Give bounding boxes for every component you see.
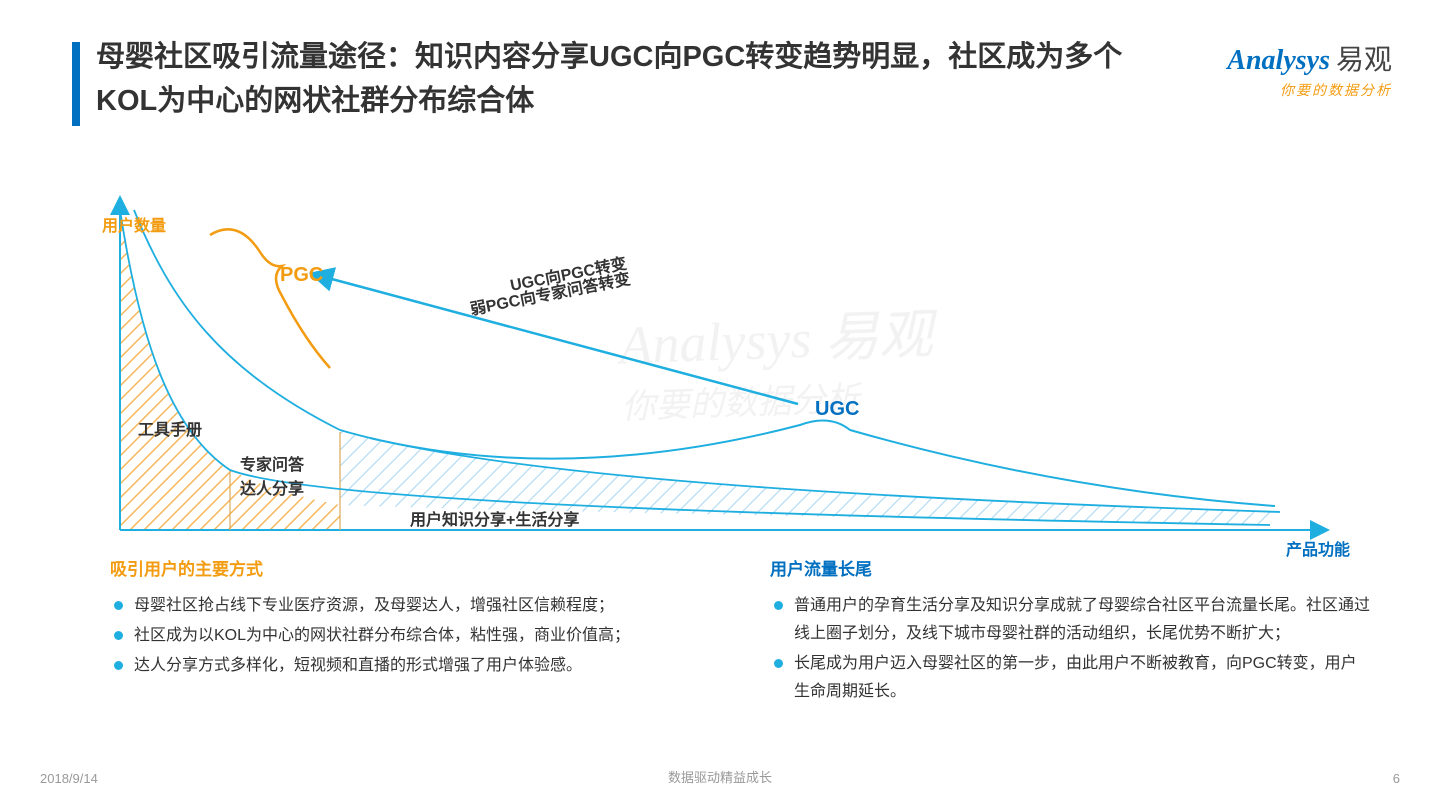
slide-title: 母婴社区吸引流量途径：知识内容分享UGC向PGC转变趋势明显，社区成为多个KOL…	[96, 36, 1160, 123]
list-item: 普通用户的孕育生活分享及知识分享成就了母婴综合社区平台流量长尾。社区通过线上圈子…	[770, 592, 1370, 648]
ugc-label: UGC	[815, 398, 859, 421]
list-item: 社区成为以KOL为中心的网状社群分布综合体，粘性强，商业价值高；	[110, 622, 710, 650]
right-column: 用户流量长尾 普通用户的孕育生活分享及知识分享成就了母婴综合社区平台流量长尾。社…	[770, 555, 1370, 708]
left-column: 吸引用户的主要方式 母婴社区抢占线下专业医疗资源，及母婴达人，增强社区信赖程度；…	[110, 555, 710, 708]
list-item: 母婴社区抢占线下专业医疗资源，及母婴达人，增强社区信赖程度；	[110, 592, 710, 620]
expert-label: 专家问答 达人分享	[240, 454, 304, 502]
right-column-title: 用户流量长尾	[770, 555, 1370, 580]
brand-logo: Analysys易观 你要的数据分析	[1227, 38, 1392, 100]
slide-title-bar: 母婴社区吸引流量途径：知识内容分享UGC向PGC转变趋势明显，社区成为多个KOL…	[72, 36, 1160, 123]
share-label: 用户知识分享+生活分享	[410, 506, 579, 530]
pgc-hatch-region	[120, 210, 230, 530]
text-columns: 吸引用户的主要方式 母婴社区抢占线下专业医疗资源，及母婴达人，增强社区信赖程度；…	[110, 555, 1370, 708]
list-item: 达人分享方式多样化，短视频和直播的形式增强了用户体验感。	[110, 652, 710, 680]
y-axis-label: 用户数量	[102, 212, 166, 236]
footer-date: 2018/9/14	[40, 771, 98, 786]
logo-tagline: 你要的数据分析	[1227, 80, 1392, 100]
footer-center: 数据驱动精益成长	[668, 767, 772, 786]
right-list: 普通用户的孕育生活分享及知识分享成就了母婴综合社区平台流量长尾。社区通过线上圈子…	[770, 592, 1370, 706]
logo-cn: 易观	[1336, 45, 1392, 76]
tool-label: 工具手册	[138, 416, 202, 440]
title-accent-bar	[72, 42, 80, 126]
long-tail-chart: 用户数量 产品功能 PGC UGC 工具手册 专家问答 达人分享 用户知识分享+…	[110, 200, 1340, 530]
left-list: 母婴社区抢占线下专业医疗资源，及母婴达人，增强社区信赖程度； 社区成为以KOL为…	[110, 592, 710, 680]
pgc-label: PGC	[280, 264, 323, 287]
logo-en: Analysys	[1227, 45, 1330, 76]
list-item: 长尾成为用户迈入母婴社区的第一步，由此用户不断被教育，向PGC转变，用户生命周期…	[770, 650, 1370, 706]
left-column-title: 吸引用户的主要方式	[110, 555, 710, 580]
curve-upper	[134, 210, 1280, 512]
footer-page: 6	[1393, 771, 1400, 786]
pgc-brace	[210, 229, 330, 368]
